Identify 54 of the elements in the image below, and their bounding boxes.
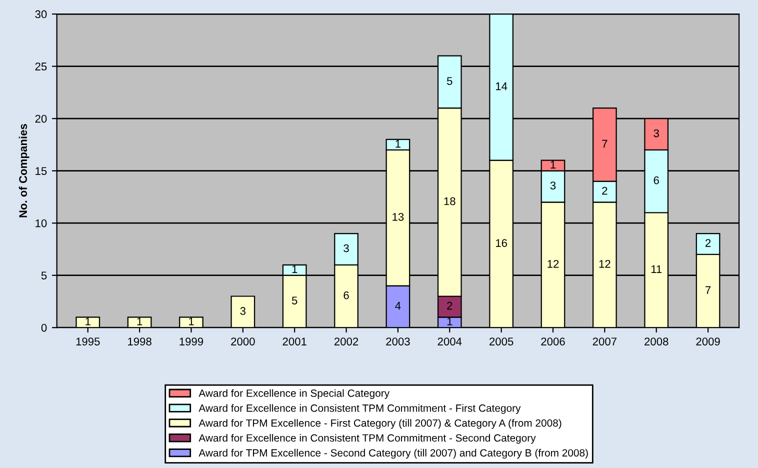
y-tick-label: 5 [41,272,47,280]
data-label: 3 [240,307,246,315]
data-label: 4 [395,302,401,310]
data-label: 13 [392,212,404,221]
data-label: 2 [706,239,711,247]
data-label: 1 [188,318,194,326]
data-label: 6 [654,176,659,184]
x-tick-label: 2007 [592,338,616,346]
y-axis-title: No. of Companies [18,124,30,218]
data-label: 1 [396,140,400,148]
y-tick-label: 25 [35,62,47,70]
legend-label: Award for TPM Excellence - First Category (till 2007) & Category A (from 2008) [198,419,562,429]
x-tick-label: 2000 [231,338,255,346]
data-label: 7 [602,140,608,148]
data-label: 3 [344,244,349,252]
y-tick-label: 20 [35,114,47,123]
x-tick-label: 2002 [334,338,358,346]
y-tick-label: 0 [41,324,47,332]
data-label: 1 [86,318,90,326]
data-label: 6 [344,291,349,300]
legend-label: Award for Excellence in Consistent TPM Commitment - Second Category [198,434,536,444]
data-label: 18 [444,197,456,206]
data-label: 12 [548,260,559,268]
x-tick-label: 2005 [490,338,514,346]
x-tick-label: 2004 [438,338,462,346]
data-label: 1 [550,160,556,168]
data-label: 3 [550,182,556,190]
data-label: 1 [292,265,298,273]
y-tick-label: 15 [36,167,47,175]
data-label: 11 [651,265,662,273]
data-label: 1 [137,318,142,326]
data-label: 16 [496,239,508,247]
x-tick-label: 2003 [386,338,410,346]
x-tick-label: 2009 [696,338,720,346]
x-tick-label: 2006 [541,338,565,346]
data-label: 12 [599,260,610,268]
data-label: 5 [292,296,298,304]
legend-label: Award for Excellence in Consistent TPM Commitment - First Category [198,404,521,414]
data-label: 2 [447,302,452,310]
data-label: 3 [654,129,659,138]
data-label: 2 [602,186,608,195]
y-tick-label: 30 [35,10,47,18]
data-label: 7 [706,286,711,294]
legend-label: Award for Excellence in Special Category [198,389,390,399]
y-tick-label: 10 [36,219,47,228]
x-tick-label: 1998 [128,338,152,346]
x-tick-label: 2008 [644,338,668,346]
data-label: 5 [446,77,452,85]
data-label: 14 [496,82,508,90]
x-tick-label: 1999 [180,338,204,346]
data-label: 1 [447,318,452,326]
x-tick-label: 1995 [76,338,100,346]
x-tick-label: 2001 [282,338,306,346]
legend-label: Award for TPM Excellence - Second Category (till 2007) and Category B (from 2008) [198,448,588,459]
